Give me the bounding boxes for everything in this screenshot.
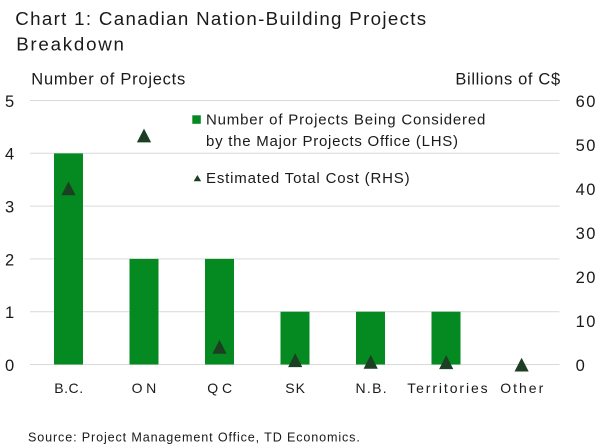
svg-text:N.B.: N.B.	[356, 380, 388, 396]
svg-text:Billions of C$: Billions of C$	[455, 71, 560, 89]
svg-text:4: 4	[5, 146, 14, 164]
svg-text:30: 30	[576, 225, 597, 243]
svg-text:by the Major Projects Office (: by the Major Projects Office (LHS)	[206, 133, 459, 150]
svg-text:Number of Projects Being Consi: Number of Projects Being Considered	[206, 112, 486, 129]
svg-text:QC: QC	[207, 380, 236, 396]
svg-text:Territories: Territories	[407, 380, 489, 396]
svg-text:60: 60	[576, 93, 597, 111]
svg-text:Source: Project Management Off: Source: Project Management Office, TD Ec…	[28, 430, 361, 444]
svg-text:SK: SK	[285, 380, 306, 396]
svg-text:B.C.: B.C.	[54, 380, 84, 396]
svg-text:5: 5	[5, 93, 14, 111]
svg-text:0: 0	[576, 357, 587, 375]
svg-text:10: 10	[576, 313, 597, 331]
svg-text:Number of Projects: Number of Projects	[31, 71, 186, 89]
svg-text:Estimated Total Cost (RHS): Estimated Total Cost (RHS)	[206, 170, 410, 187]
svg-text:20: 20	[576, 269, 597, 287]
svg-text:50: 50	[576, 137, 597, 155]
svg-text:0: 0	[5, 357, 14, 375]
svg-text:Breakdown: Breakdown	[16, 34, 126, 55]
svg-text:Chart 1: Canadian Nation-Build: Chart 1: Canadian Nation-Building Projec…	[15, 8, 427, 29]
svg-text:2: 2	[5, 251, 14, 269]
svg-text:ON: ON	[132, 380, 160, 396]
svg-text:3: 3	[5, 199, 14, 217]
svg-text:1: 1	[5, 304, 14, 322]
svg-text:Other: Other	[500, 380, 545, 396]
svg-text:40: 40	[576, 181, 597, 199]
